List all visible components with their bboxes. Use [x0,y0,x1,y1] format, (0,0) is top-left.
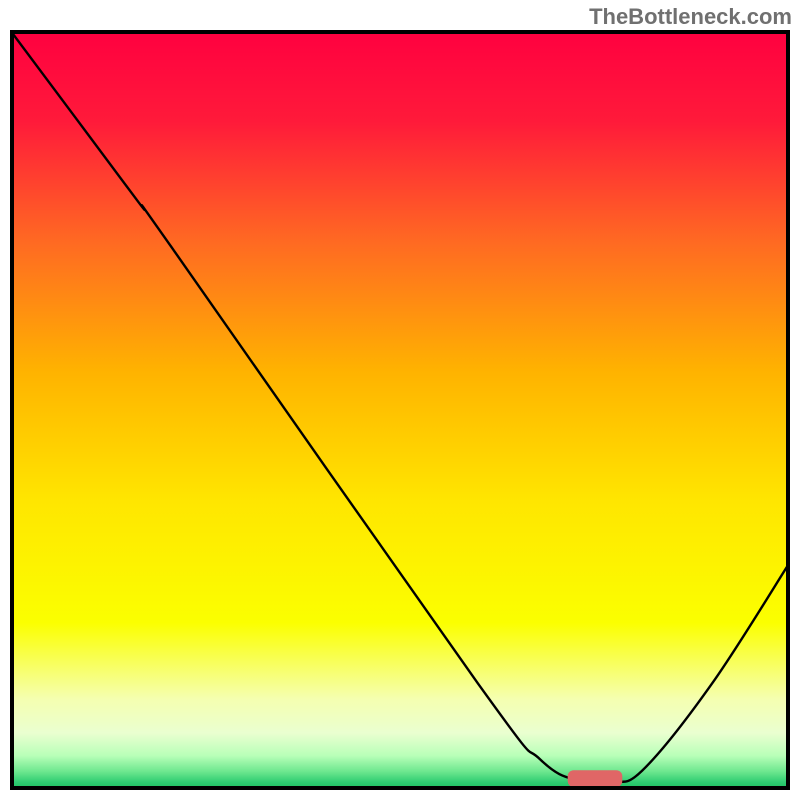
plot-area [10,30,790,790]
gradient-background [10,30,790,790]
watermark-text: TheBottleneck.com [589,4,792,30]
chart-container: TheBottleneck.com [0,0,800,800]
chart-svg [10,30,790,790]
optimum-marker [568,770,623,787]
